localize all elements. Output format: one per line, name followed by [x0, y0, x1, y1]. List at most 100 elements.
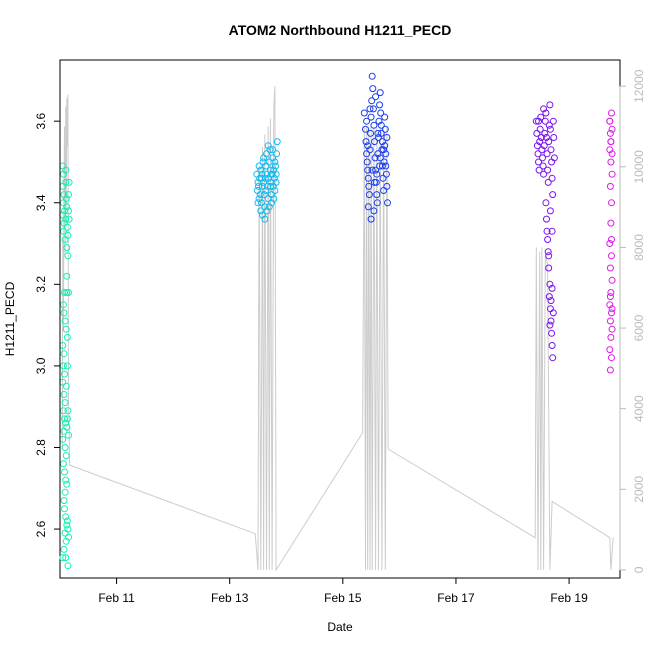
data-point-flight4 — [542, 199, 550, 207]
y2-tick-label: 6000 — [632, 314, 646, 341]
data-point-flight4 — [535, 158, 542, 166]
data-point-flight2 — [254, 199, 262, 207]
x-tick-label: Feb 17 — [437, 591, 475, 605]
y2-tick-label: 2000 — [632, 476, 646, 503]
y2-tick-label: 0 — [632, 566, 646, 573]
data-point-flight5 — [608, 150, 616, 158]
data-point-flight1 — [65, 533, 72, 541]
data-point-flight3 — [362, 138, 370, 146]
data-point-flight1 — [62, 554, 70, 562]
data-point-flight3 — [384, 199, 391, 207]
data-point-flight4 — [544, 248, 552, 256]
data-point-flight3 — [376, 89, 384, 97]
data-point-flight5 — [606, 146, 614, 154]
data-point-flight1 — [64, 231, 72, 239]
data-point-flight1 — [60, 391, 68, 398]
data-point-flight4 — [545, 252, 553, 260]
data-point-flight4 — [542, 109, 550, 117]
y2-tick-label: 12000 — [632, 69, 646, 103]
y-axis: 2.6 2.8 3.0 3.2 3.4 3.6 — [34, 113, 61, 537]
data-point-flight3 — [363, 150, 371, 158]
data-point-flight5 — [606, 346, 614, 354]
y2-tick-label: 4000 — [632, 395, 646, 422]
data-point-flight1 — [62, 178, 70, 186]
data-point-flight3 — [371, 178, 378, 186]
data-point-flight3 — [381, 113, 389, 121]
data-point-flight5 — [608, 305, 616, 313]
data-point-flight4 — [546, 280, 554, 288]
data-point-flight4 — [537, 113, 545, 121]
data-point-flight3 — [377, 129, 385, 137]
data-point-flight4 — [544, 236, 552, 243]
data-point-flight4 — [550, 134, 558, 141]
data-point-flight2 — [256, 191, 264, 199]
data-point-flight3 — [380, 158, 388, 166]
data-point-flight3 — [382, 150, 390, 158]
data-point-flight2 — [273, 150, 281, 158]
data-point-flight2 — [263, 170, 271, 178]
data-point-flight3 — [364, 203, 372, 211]
data-point-flight5 — [608, 199, 615, 207]
data-point-flight3 — [382, 162, 390, 170]
data-point-flight1 — [65, 207, 72, 215]
data-point-flight2 — [262, 187, 270, 194]
y-axis-label: H1211_PECD — [3, 281, 17, 356]
data-point-flight4 — [544, 166, 552, 174]
data-point-flight3 — [366, 105, 374, 113]
x-tick-label: Feb 13 — [211, 591, 249, 605]
data-point-flight5 — [608, 276, 616, 284]
data-point-flight1 — [63, 521, 71, 529]
data-point-flight2 — [257, 174, 265, 182]
data-point-flight3 — [378, 138, 386, 146]
data-point-flight3 — [368, 166, 376, 174]
data-point-flight2 — [262, 162, 270, 170]
data-point-flight1 — [60, 191, 68, 199]
data-point-flight5 — [606, 129, 614, 137]
data-point-flight4 — [546, 125, 554, 133]
data-point-flight3 — [381, 142, 389, 150]
data-point-flight2 — [257, 199, 265, 207]
data-point-flight3 — [369, 85, 377, 93]
y-tick-label: 3.0 — [34, 357, 48, 374]
data-point-flight2 — [268, 199, 276, 207]
data-point-flight2 — [266, 182, 274, 190]
data-point-flight3 — [382, 170, 390, 178]
scatter-points-group — [59, 72, 616, 570]
data-point-flight3 — [381, 125, 389, 133]
chart-title: ATOM2 Northbound H1211_PECD — [229, 22, 452, 38]
data-point-flight2 — [271, 187, 279, 194]
data-point-flight4 — [536, 125, 544, 133]
data-point-flight3 — [374, 129, 382, 137]
data-point-flight4 — [535, 117, 542, 125]
data-point-flight5 — [608, 354, 615, 362]
data-point-flight2 — [269, 146, 277, 154]
data-point-flight1 — [62, 452, 70, 460]
data-point-flight4 — [539, 162, 547, 170]
data-point-flight2 — [264, 142, 272, 150]
data-point-flight4 — [541, 117, 549, 125]
data-point-flight2 — [270, 195, 278, 203]
data-point-flight1 — [60, 497, 68, 504]
data-point-flight5 — [607, 219, 615, 227]
data-point-flight4 — [548, 329, 556, 337]
data-point-flight4 — [545, 138, 553, 146]
data-point-flight3 — [383, 182, 391, 190]
data-point-flight1 — [61, 317, 69, 325]
data-point-flight3 — [368, 97, 376, 105]
data-point-flight2 — [255, 162, 263, 170]
data-point-flight5 — [607, 158, 615, 166]
data-point-flight5 — [607, 333, 615, 341]
data-point-flight1 — [62, 382, 70, 390]
data-point-flight3 — [365, 191, 373, 199]
data-point-flight5 — [608, 125, 616, 133]
data-point-flight5 — [606, 240, 614, 247]
data-point-flight3 — [376, 154, 384, 162]
data-point-flight1 — [61, 468, 68, 476]
data-point-flight4 — [534, 150, 542, 158]
data-point-flight1 — [61, 415, 68, 423]
data-point-flight3 — [363, 117, 371, 125]
data-point-flight3 — [363, 158, 371, 166]
data-point-flight1 — [64, 252, 72, 260]
data-point-flight2 — [272, 162, 279, 170]
